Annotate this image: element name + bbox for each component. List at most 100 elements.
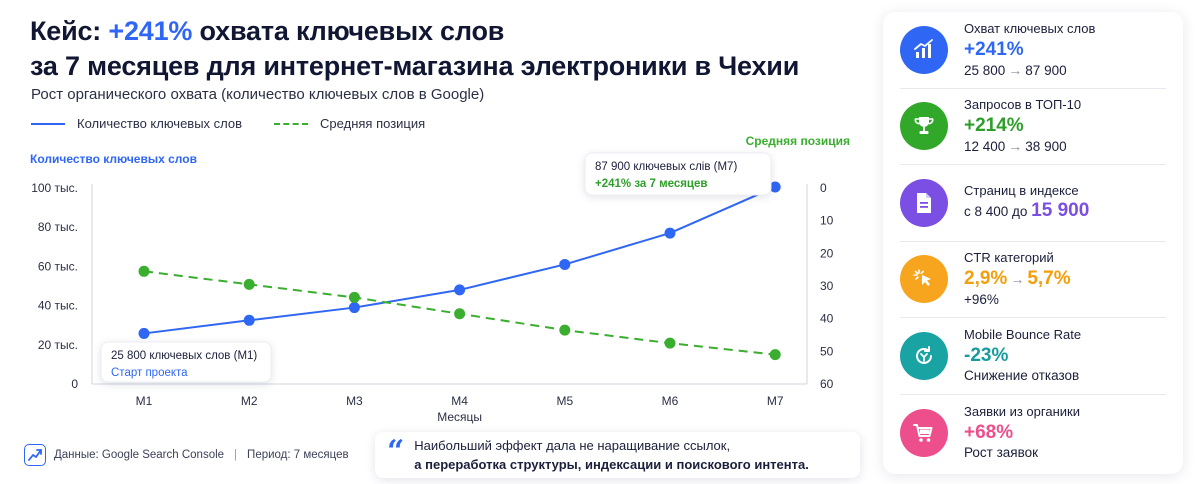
- kpi-ctr-sub: +96%: [964, 292, 999, 308]
- trophy-icon: [900, 102, 948, 151]
- legend-swatch-dashed: [274, 122, 309, 125]
- y-left-tick-label: 0: [71, 377, 78, 391]
- y-left-tick-label: 80 тыс.: [38, 220, 78, 234]
- line-chart: Количество ключевых слов Средняя позиция 0…: [30, 134, 850, 424]
- kpi-indexed-pages: Страниц в индексе с 8 400 до 15 900: [900, 165, 1166, 242]
- annotation-end-box: [584, 152, 772, 196]
- bounce-icon: [900, 331, 948, 380]
- data-point-position: [243, 278, 255, 290]
- kpi-ctr-value: 2,9% → 5,7%: [964, 267, 1071, 291]
- quote-mark-icon: “: [387, 434, 405, 469]
- kpi-leads-sub: Рост заявок: [964, 445, 1039, 461]
- data-point-keywords: [454, 284, 466, 296]
- data-point-position: [348, 291, 360, 303]
- kpi-indexed-prefix: с 8 400 до: [964, 204, 1032, 220]
- x-tick-label: M7: [767, 394, 784, 408]
- document-icon: [900, 178, 948, 227]
- kpi-bounce-sub: Снижение отказов: [964, 368, 1080, 384]
- kpi-ctr-from: 2,9%: [964, 268, 1008, 290]
- data-point-keywords: [348, 302, 360, 314]
- x-tick-label: M4: [451, 394, 468, 408]
- quote-text: Наибольший эффект дала не наращивание сс…: [414, 436, 809, 474]
- x-tick-label: M1: [136, 394, 153, 408]
- chart-up-icon: [900, 25, 948, 74]
- x-axis-title: Месяцы: [437, 410, 482, 424]
- kpi-indexed-value: с 8 400 до 15 900: [964, 200, 1089, 223]
- legend-label-position: Средняя позиция: [320, 116, 426, 131]
- kpi-top10-range: 12 400 → 38 900: [964, 137, 1081, 156]
- chart-subtitle: Рост органического охвата (количество кл…: [31, 86, 485, 103]
- data-source: Данные: Google Search Console | Период: …: [24, 444, 349, 466]
- chart-legend: Количество ключевых слов Средняя позиция: [31, 116, 457, 131]
- legend-item-position: Средняя позиция: [274, 116, 425, 131]
- kpi-panel: Охват ключевых слов +241% 25 800 → 87 900 …: [883, 12, 1183, 474]
- x-tick-label: M6: [662, 394, 679, 408]
- kpi-top10-from: 12 400: [964, 139, 1006, 155]
- y-right-tick-label: 0: [820, 181, 827, 195]
- data-point-position: [138, 265, 150, 277]
- title-line-1: Кейс: +241% охвата ключевых слов: [30, 14, 799, 49]
- kpi-ctr: CTR категорий 2,9% → 5,7% +96%: [900, 242, 1166, 318]
- x-tick-label: M5: [556, 394, 573, 408]
- y-right-tick-label: 10: [820, 214, 834, 228]
- annotation-end-label: 87 900 ключевых слів (M7): [595, 161, 737, 173]
- kpi-ctr-label: CTR категорий: [964, 250, 1054, 266]
- arrow-right-icon: →: [1010, 271, 1025, 288]
- data-point-keywords: [769, 181, 781, 193]
- title-rest: охвата ключевых слов: [192, 16, 505, 46]
- data-point-position: [769, 349, 781, 361]
- quote-card: “ Наибольший эффект дала не наращивание …: [375, 432, 860, 478]
- y-left-tick-label: 20 тыс.: [38, 338, 78, 352]
- kpi-top10-label: Запросов в ТОП-10: [964, 97, 1082, 113]
- legend-label-keywords: Количество ключевых слов: [77, 116, 243, 131]
- y-left-tick-label: 100 тыс.: [31, 181, 78, 195]
- y-right-tick-label: 40: [820, 312, 834, 326]
- annotation-end-sub: +241% за 7 месяцев: [595, 178, 707, 190]
- kpi-keywords-to: 87 900: [1025, 62, 1067, 78]
- data-point-keywords: [138, 327, 150, 339]
- kpi-top10-value: +214%: [964, 115, 1024, 137]
- x-tick-label: M2: [241, 394, 258, 408]
- kpi-indexed-number: 15 900: [1031, 200, 1090, 222]
- quote-line-2: а переработка структуры, индексации и по…: [414, 457, 809, 472]
- data-point-position: [559, 324, 571, 336]
- cart-icon: [900, 408, 948, 457]
- data-point-keywords: [664, 227, 676, 239]
- kpi-leads: Заявки из органики +68% Рост заявок: [900, 395, 1166, 472]
- arrow-right-icon: →: [1008, 61, 1023, 78]
- annotation-start-box: [100, 341, 272, 383]
- annotation-start-sub: Старт проекта: [111, 367, 188, 379]
- title-accent: +241%: [108, 16, 193, 46]
- arrow-right-icon: →: [1008, 138, 1023, 155]
- cursor-click-icon: [900, 255, 948, 304]
- quote-line-1: Наибольший эффект дала не наращивание сс…: [414, 438, 731, 453]
- kpi-keywords: Охват ключевых слов +241% 25 800 → 87 900: [900, 12, 1166, 89]
- page-title: Кейс: +241% охвата ключевых слов за 7 ме…: [30, 14, 799, 84]
- y-left-tick-label: 40 тыс.: [38, 299, 78, 313]
- kpi-bounce-value: -23%: [964, 345, 1009, 367]
- y-right-tick-label: 50: [820, 344, 834, 358]
- legend-swatch-solid: [31, 122, 65, 125]
- y-right-tick-label: 20: [820, 246, 834, 260]
- data-point-keywords: [243, 314, 255, 326]
- annotation-start-label: 25 800 ключевых слов (M1): [111, 350, 257, 362]
- x-tick-label: M3: [346, 394, 363, 408]
- title-line-2: за 7 месяцев для интернет-магазина элект…: [30, 51, 800, 81]
- source-text: Данные: Google Search Console: [54, 449, 225, 461]
- kpi-keywords-label: Охват ключевых слов: [964, 20, 1096, 36]
- analytics-icon: [24, 444, 46, 466]
- y-left-axis-title: Количество ключевых слов: [30, 152, 197, 166]
- kpi-top10: Запросов в ТОП-10 +214% 12 400 → 38 900: [900, 89, 1166, 165]
- kpi-keywords-from: 25 800: [964, 62, 1006, 78]
- data-point-position: [454, 308, 466, 320]
- y-right-axis-title: Средняя позиция: [746, 134, 850, 148]
- kpi-indexed-label: Страниц в индексе: [964, 183, 1079, 199]
- kpi-keywords-value: +241%: [964, 38, 1024, 60]
- kpi-keywords-range: 25 800 → 87 900: [964, 61, 1095, 80]
- kpi-bounce-label: Mobile Bounce Rate: [964, 327, 1082, 343]
- y-left-tick-label: 60 тыс.: [38, 259, 78, 273]
- data-point-position: [664, 337, 676, 349]
- kpi-leads-value: +68%: [964, 422, 1014, 444]
- kpi-leads-label: Заявки из органики: [964, 404, 1080, 420]
- source-separator: |: [234, 449, 238, 461]
